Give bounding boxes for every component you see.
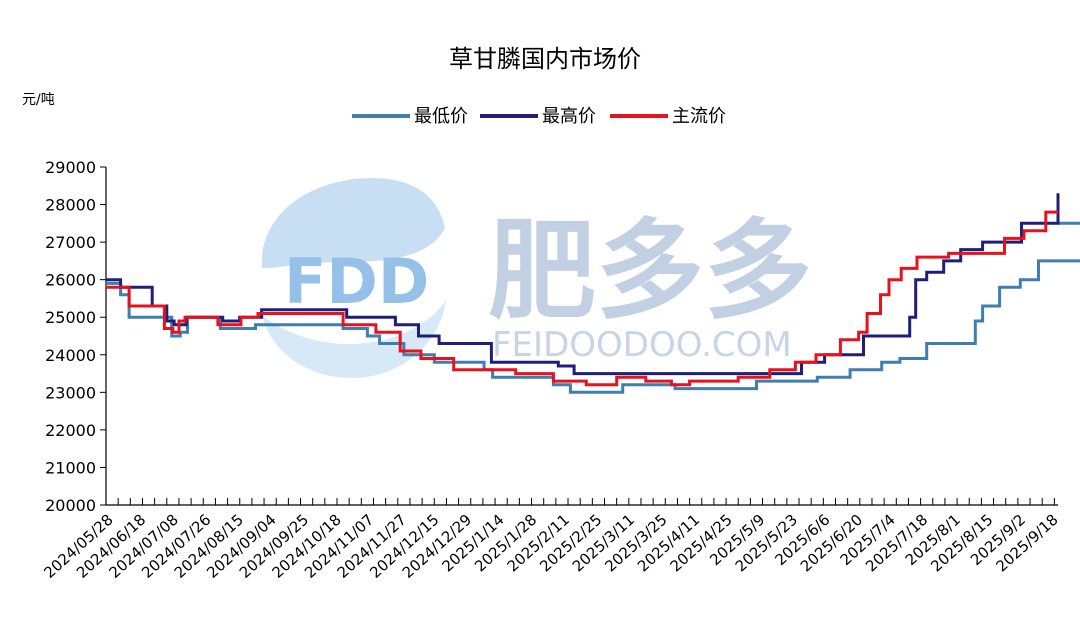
y-tick-label: 22000	[45, 421, 96, 440]
legend-label-main: 主流价	[672, 106, 726, 127]
y-tick-label: 21000	[45, 458, 96, 477]
watermark-brand-cn: 肥多多	[488, 209, 812, 334]
y-tick-label: 23000	[45, 383, 96, 402]
watermark: FDD 肥多多 FEIDOODOO.COM	[261, 178, 812, 378]
y-tick-label: 25000	[45, 308, 96, 327]
y-tick-label: 20000	[45, 496, 96, 515]
y-tick-label: 24000	[45, 346, 96, 365]
legend: 最低价 最高价 主流价	[352, 106, 726, 127]
watermark-brand-en: FEIDOODOO.COM	[492, 325, 792, 365]
watermark-logo-text: FDD	[284, 245, 429, 318]
y-tick-label: 26000	[45, 271, 96, 290]
legend-label-min: 最低价	[414, 106, 468, 127]
series-line-main	[106, 210, 1058, 387]
y-tick-label: 28000	[45, 196, 96, 215]
legend-label-max: 最高价	[542, 106, 596, 127]
watermark-drop-icon	[262, 300, 446, 378]
y-tick-label: 27000	[45, 233, 96, 252]
y-tick-label: 29000	[45, 158, 96, 177]
chart-title: 草甘膦国内市场价	[449, 45, 641, 73]
watermark-leaf-icon	[261, 178, 445, 268]
series-layer	[106, 193, 1080, 394]
y-unit-label: 元/吨	[22, 92, 55, 108]
